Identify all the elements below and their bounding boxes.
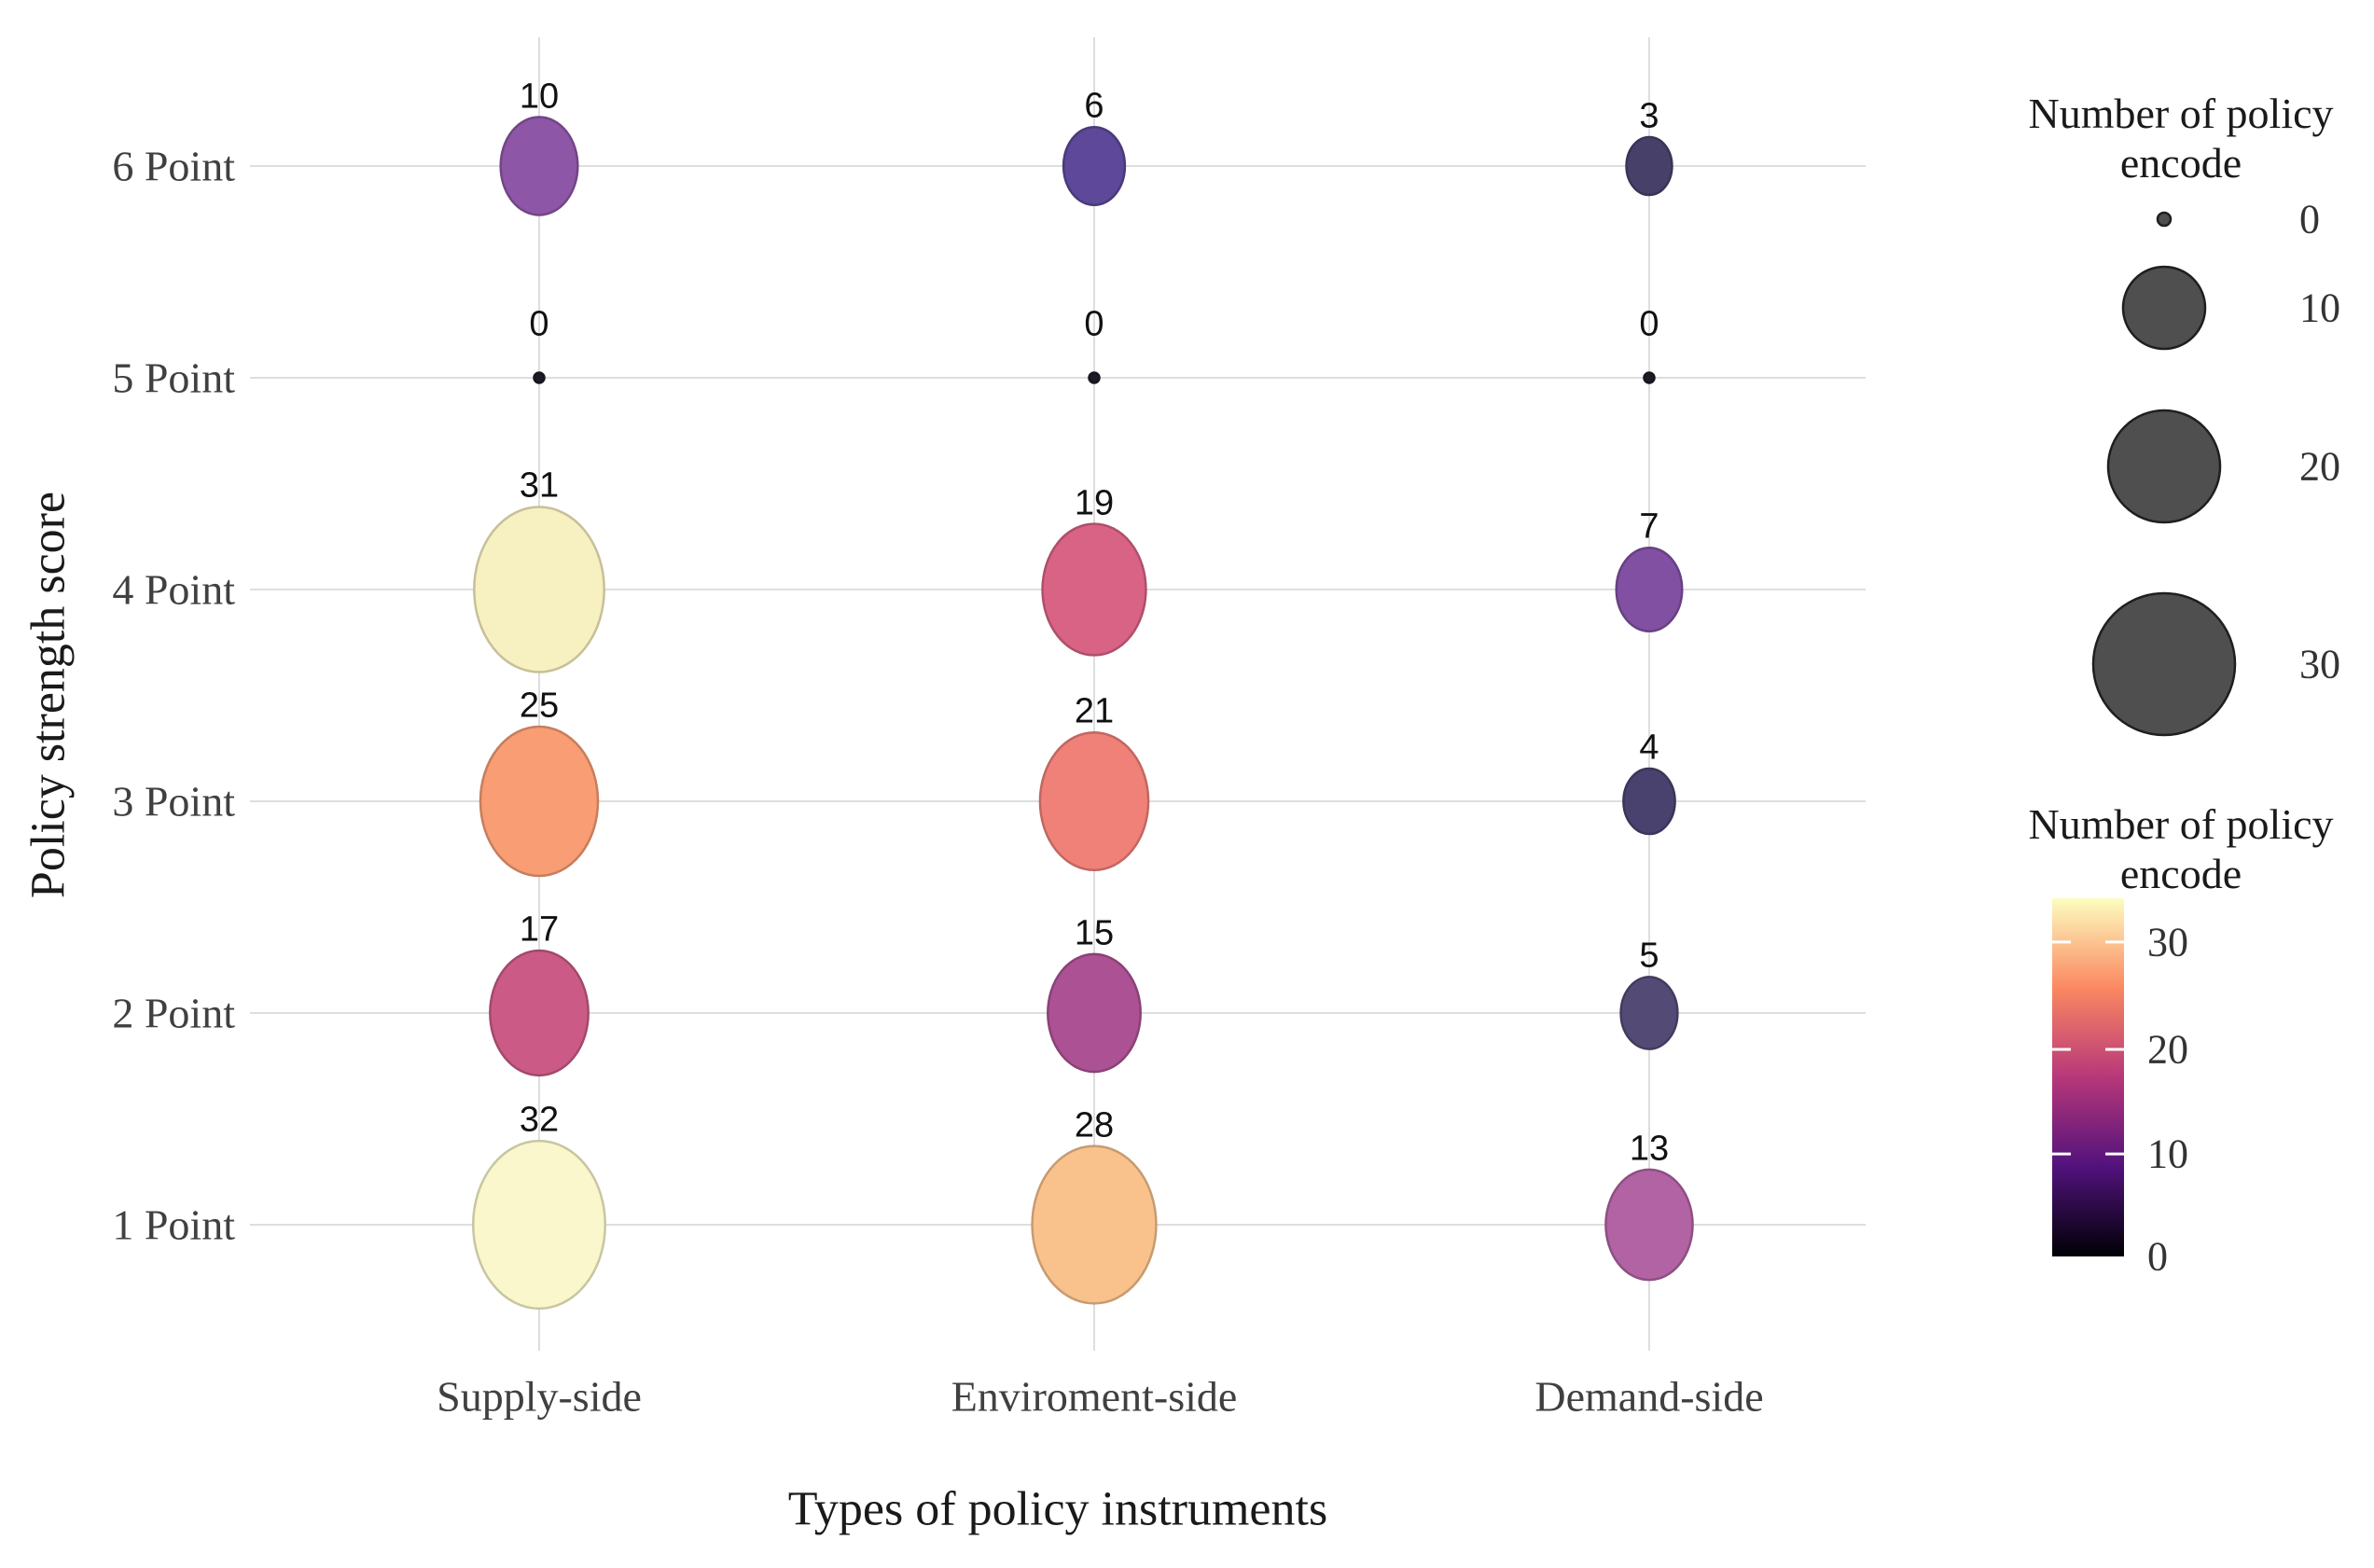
y-axis-title: Policy strength score	[21, 491, 76, 899]
value-label-enviroment-side-3-point: 21	[1074, 691, 1115, 731]
size-legend-key-0	[2156, 211, 2173, 228]
bubble-supply-side-2-point	[489, 949, 590, 1077]
bubble-enviroment-side-4-point	[1041, 522, 1147, 657]
bubble-supply-side-6-point	[499, 116, 579, 216]
size-legend-key-30	[2091, 591, 2237, 737]
value-label-enviroment-side-6-point: 6	[1084, 86, 1104, 126]
bubble-enviroment-side-3-point	[1038, 730, 1150, 872]
bubble-supply-side-4-point	[473, 506, 605, 673]
bubble-demand-side-5-point	[1643, 371, 1656, 384]
color-legend-label-30: 30	[2147, 919, 2188, 965]
bubble-enviroment-side-2-point	[1047, 952, 1142, 1074]
x-axis-title: Types of policy instruments	[787, 1482, 1328, 1536]
bubble-demand-side-6-point	[1625, 135, 1673, 197]
size-legend-label-0: 0	[2299, 196, 2320, 243]
color-legend-label-0: 0	[2147, 1233, 2168, 1280]
size-legend-label-30: 30	[2299, 641, 2340, 687]
size-legend-title: Number of policy encode	[2028, 90, 2334, 187]
size-legend-label-10: 10	[2299, 284, 2340, 331]
bubble-demand-side-2-point	[1619, 976, 1679, 1050]
bubble-demand-side-1-point	[1604, 1168, 1694, 1282]
size-legend-label-20: 20	[2299, 443, 2340, 490]
value-label-enviroment-side-5-point: 0	[1084, 304, 1104, 344]
bubble-supply-side-1-point	[471, 1139, 607, 1311]
x-tick-enviroment-side: Enviroment-side	[951, 1372, 1238, 1421]
value-label-enviroment-side-4-point: 19	[1074, 483, 1115, 523]
value-label-demand-side-2-point: 5	[1639, 936, 1659, 976]
y-tick-5-point: 5 Point	[112, 354, 235, 402]
value-label-supply-side-6-point: 10	[519, 76, 560, 117]
size-legend-key-10	[2121, 265, 2207, 351]
value-label-demand-side-4-point: 7	[1639, 506, 1659, 547]
color-legend-bar	[2052, 898, 2124, 1256]
y-tick-2-point: 2 Point	[112, 989, 235, 1037]
bubble-demand-side-3-point	[1622, 767, 1676, 836]
value-label-supply-side-4-point: 31	[519, 465, 560, 506]
value-label-supply-side-3-point: 25	[519, 686, 560, 726]
value-label-supply-side-1-point: 32	[519, 1100, 560, 1140]
value-label-supply-side-5-point: 0	[529, 304, 549, 344]
value-label-supply-side-2-point: 17	[519, 909, 560, 950]
value-label-demand-side-6-point: 3	[1639, 96, 1659, 136]
bubble-enviroment-side-1-point	[1031, 1145, 1158, 1305]
color-legend-title: Number of policy encode	[2028, 800, 2334, 897]
bubble-enviroment-side-5-point	[1088, 371, 1101, 384]
value-label-demand-side-3-point: 4	[1639, 728, 1659, 768]
bubble-enviroment-side-6-point	[1062, 125, 1127, 207]
value-label-enviroment-side-1-point: 28	[1074, 1105, 1115, 1145]
value-label-demand-side-1-point: 13	[1629, 1129, 1670, 1169]
y-tick-4-point: 4 Point	[112, 565, 235, 614]
size-legend-key-20	[2106, 409, 2222, 524]
value-label-demand-side-5-point: 0	[1639, 304, 1659, 344]
color-legend-label-10: 10	[2147, 1131, 2188, 1177]
x-tick-demand-side: Demand-side	[1534, 1372, 1764, 1421]
bubble-supply-side-3-point	[479, 725, 600, 878]
y-tick-6-point: 6 Point	[112, 142, 235, 190]
bubble-supply-side-5-point	[533, 371, 546, 384]
value-label-enviroment-side-2-point: 15	[1074, 913, 1115, 953]
color-legend-label-20: 20	[2147, 1026, 2188, 1073]
bubble-demand-side-4-point	[1615, 547, 1684, 632]
x-tick-supply-side: Supply-side	[437, 1372, 642, 1421]
y-tick-1-point: 1 Point	[112, 1200, 235, 1249]
y-tick-3-point: 3 Point	[112, 777, 235, 826]
